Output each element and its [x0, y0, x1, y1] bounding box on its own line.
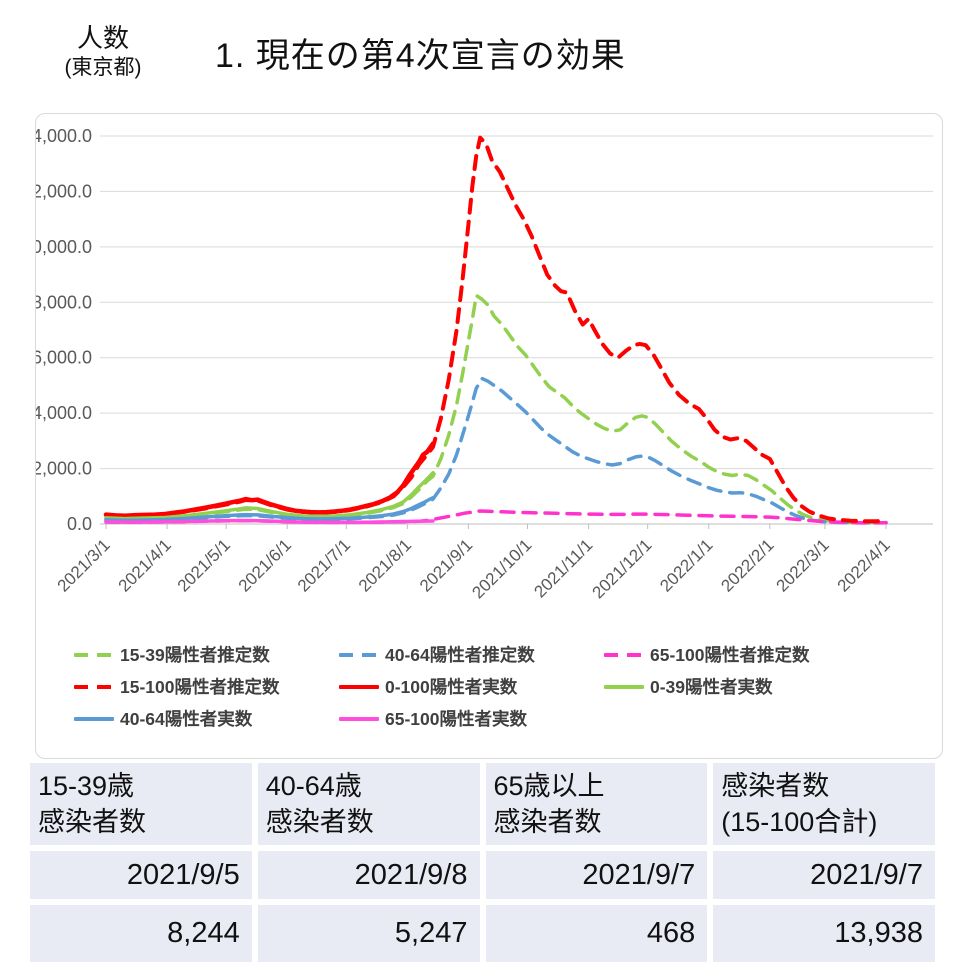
table-value-cell: 468 [485, 905, 708, 963]
header-text: 感染者数 [493, 807, 602, 838]
y-tick-label: 8,000.0 [36, 292, 92, 312]
x-tick-label: 2021/7/1 [294, 535, 354, 595]
legend-label: 40-64陽性者推定数 [385, 645, 535, 665]
legend-marker-solid-blue [74, 716, 114, 721]
legend-item: 0-100陽性者実数 [339, 674, 604, 699]
x-tick-label: 2022/2/1 [717, 535, 777, 595]
x-tick-label: 2021/6/1 [235, 535, 295, 595]
x-tick-label: 2021/8/1 [355, 535, 415, 595]
series-line-15-100陽性者推定数 [104, 135, 888, 524]
series-line-65-100陽性者実数 [104, 518, 435, 525]
x-tick-label: 2021/9/1 [416, 535, 476, 595]
x-tick-label: 2021/12/1 [589, 535, 656, 602]
axis-unit-label: 人数 (東京都) [48, 22, 158, 81]
x-tick-label: 2022/3/1 [773, 535, 833, 595]
page-header: 人数 (東京都) 1. 現在の第4次宣言の効果 [0, 0, 960, 110]
table-value-cell: 5,247 [257, 905, 480, 963]
table-header-cell: 65歳以上 感染者数 [485, 763, 708, 846]
series-line-0-39陽性者実数 [104, 470, 435, 521]
legend-label: 65-100陽性者実数 [385, 709, 527, 729]
legend-item: 15-100陽性者推定数 [74, 674, 339, 699]
legend-item: 40-64陽性者実数 [74, 706, 339, 731]
legend-item: 65-100陽性者実数 [339, 706, 604, 731]
chart-legend: 15-39陽性者推定数 40-64陽性者推定数 65-100陽性者推定数 15-… [74, 642, 914, 731]
legend-label: 0-100陽性者実数 [385, 677, 518, 697]
table-value-cell: 13,938 [713, 905, 935, 963]
legend-item: 15-39陽性者推定数 [74, 642, 339, 667]
header-text: 感染者数 [265, 807, 374, 838]
series-line-40-64陽性者推定数 [104, 376, 888, 525]
table-header-cell: 40-64歳 感染者数 [257, 763, 480, 846]
page-title: 1. 現在の第4次宣言の効果 [215, 37, 626, 75]
legend-label: 40-64陽性者実数 [120, 709, 253, 729]
series-line-15-39陽性者推定数 [104, 293, 888, 525]
x-tick-label: 2022/4/1 [834, 535, 894, 595]
legend-marker-dashed-red [74, 684, 114, 689]
header-text: 感染者数 [38, 807, 146, 838]
legend-item: 40-64陽性者推定数 [339, 642, 604, 667]
legend-row: 40-64陽性者実数 65-100陽性者実数 [74, 706, 914, 731]
y-tick-label: 10,000.0 [36, 237, 92, 257]
legend-label: 15-39陽性者推定数 [120, 645, 270, 665]
x-tick-label: 2021/10/1 [468, 535, 535, 602]
legend-marker-dashed-green [74, 652, 114, 657]
y-tick-label: 12,000.0 [36, 181, 92, 201]
table-header-cell: 15-39歳 感染者数 [30, 763, 252, 846]
unit-label-line2: (東京都) [64, 55, 142, 79]
header-text: 65歳以上 [493, 771, 605, 801]
table-value-cell: 8,244 [30, 905, 252, 963]
header-text: 15-39歳 [38, 771, 135, 801]
x-tick-label: 2022/1/1 [656, 535, 716, 595]
legend-marker-solid-green [604, 684, 644, 689]
legend-item: 0-39陽性者実数 [604, 674, 869, 699]
table-date-cell: 2021/9/8 [257, 851, 480, 900]
series-line-40-64陽性者実数 [104, 495, 435, 523]
y-tick-label: 2,000.0 [36, 459, 92, 479]
legend-row: 15-39陽性者推定数 40-64陽性者推定数 65-100陽性者推定数 [74, 642, 914, 667]
legend-marker-solid-magenta [339, 716, 379, 721]
table-date-cell: 2021/9/7 [713, 851, 935, 900]
table-date-cell: 2021/9/5 [30, 851, 252, 900]
legend-row: 15-100陽性者推定数 0-100陽性者実数 0-39陽性者実数 [74, 674, 914, 699]
x-tick-label: 2021/11/1 [530, 535, 596, 601]
plot-area: 0.0 2,000.0 4,000.0 6,000.0 8,000.0 10,000.0 1… [22, 126, 933, 602]
legend-marker-dashed-magenta [604, 652, 644, 657]
y-tick-label: 6,000.0 [36, 348, 92, 368]
chart: 0.0 2,000.0 4,000.0 6,000.0 8,000.0 10,000.0 1… [22, 113, 943, 759]
legend-marker-solid-red [339, 684, 379, 689]
legend-label: 0-39陽性者実数 [650, 677, 773, 697]
summary-table: 15-39歳 感染者数 40-64歳 感染者数 65歳以上 感染者数 感染者数 … [30, 763, 935, 963]
series-line-0-100陽性者実数 [103, 441, 436, 518]
y-tick-label: 14,000.0 [36, 126, 92, 146]
legend-marker-dashed-blue [339, 652, 379, 657]
header-text: 40-64歳 [265, 771, 362, 801]
table-header-cell: 感染者数 (15-100合計) [713, 763, 935, 846]
header-text: 感染者数 [721, 771, 830, 801]
y-tick-label: 0.0 [67, 514, 92, 534]
legend-item: 65-100陽性者推定数 [604, 642, 869, 667]
unit-label-line1: 人数 [76, 23, 129, 53]
y-tick-label: 4,000.0 [36, 403, 92, 423]
legend-label: 65-100陽性者推定数 [650, 645, 810, 665]
x-tick-label: 2021/4/1 [115, 535, 175, 595]
x-tick-label: 2021/5/1 [174, 535, 234, 595]
header-text: (15-100合計) [721, 807, 878, 838]
legend-label: 15-100陽性者推定数 [120, 677, 280, 697]
table-date-cell: 2021/9/7 [485, 851, 708, 900]
x-tick-label: 2021/3/1 [54, 535, 114, 595]
